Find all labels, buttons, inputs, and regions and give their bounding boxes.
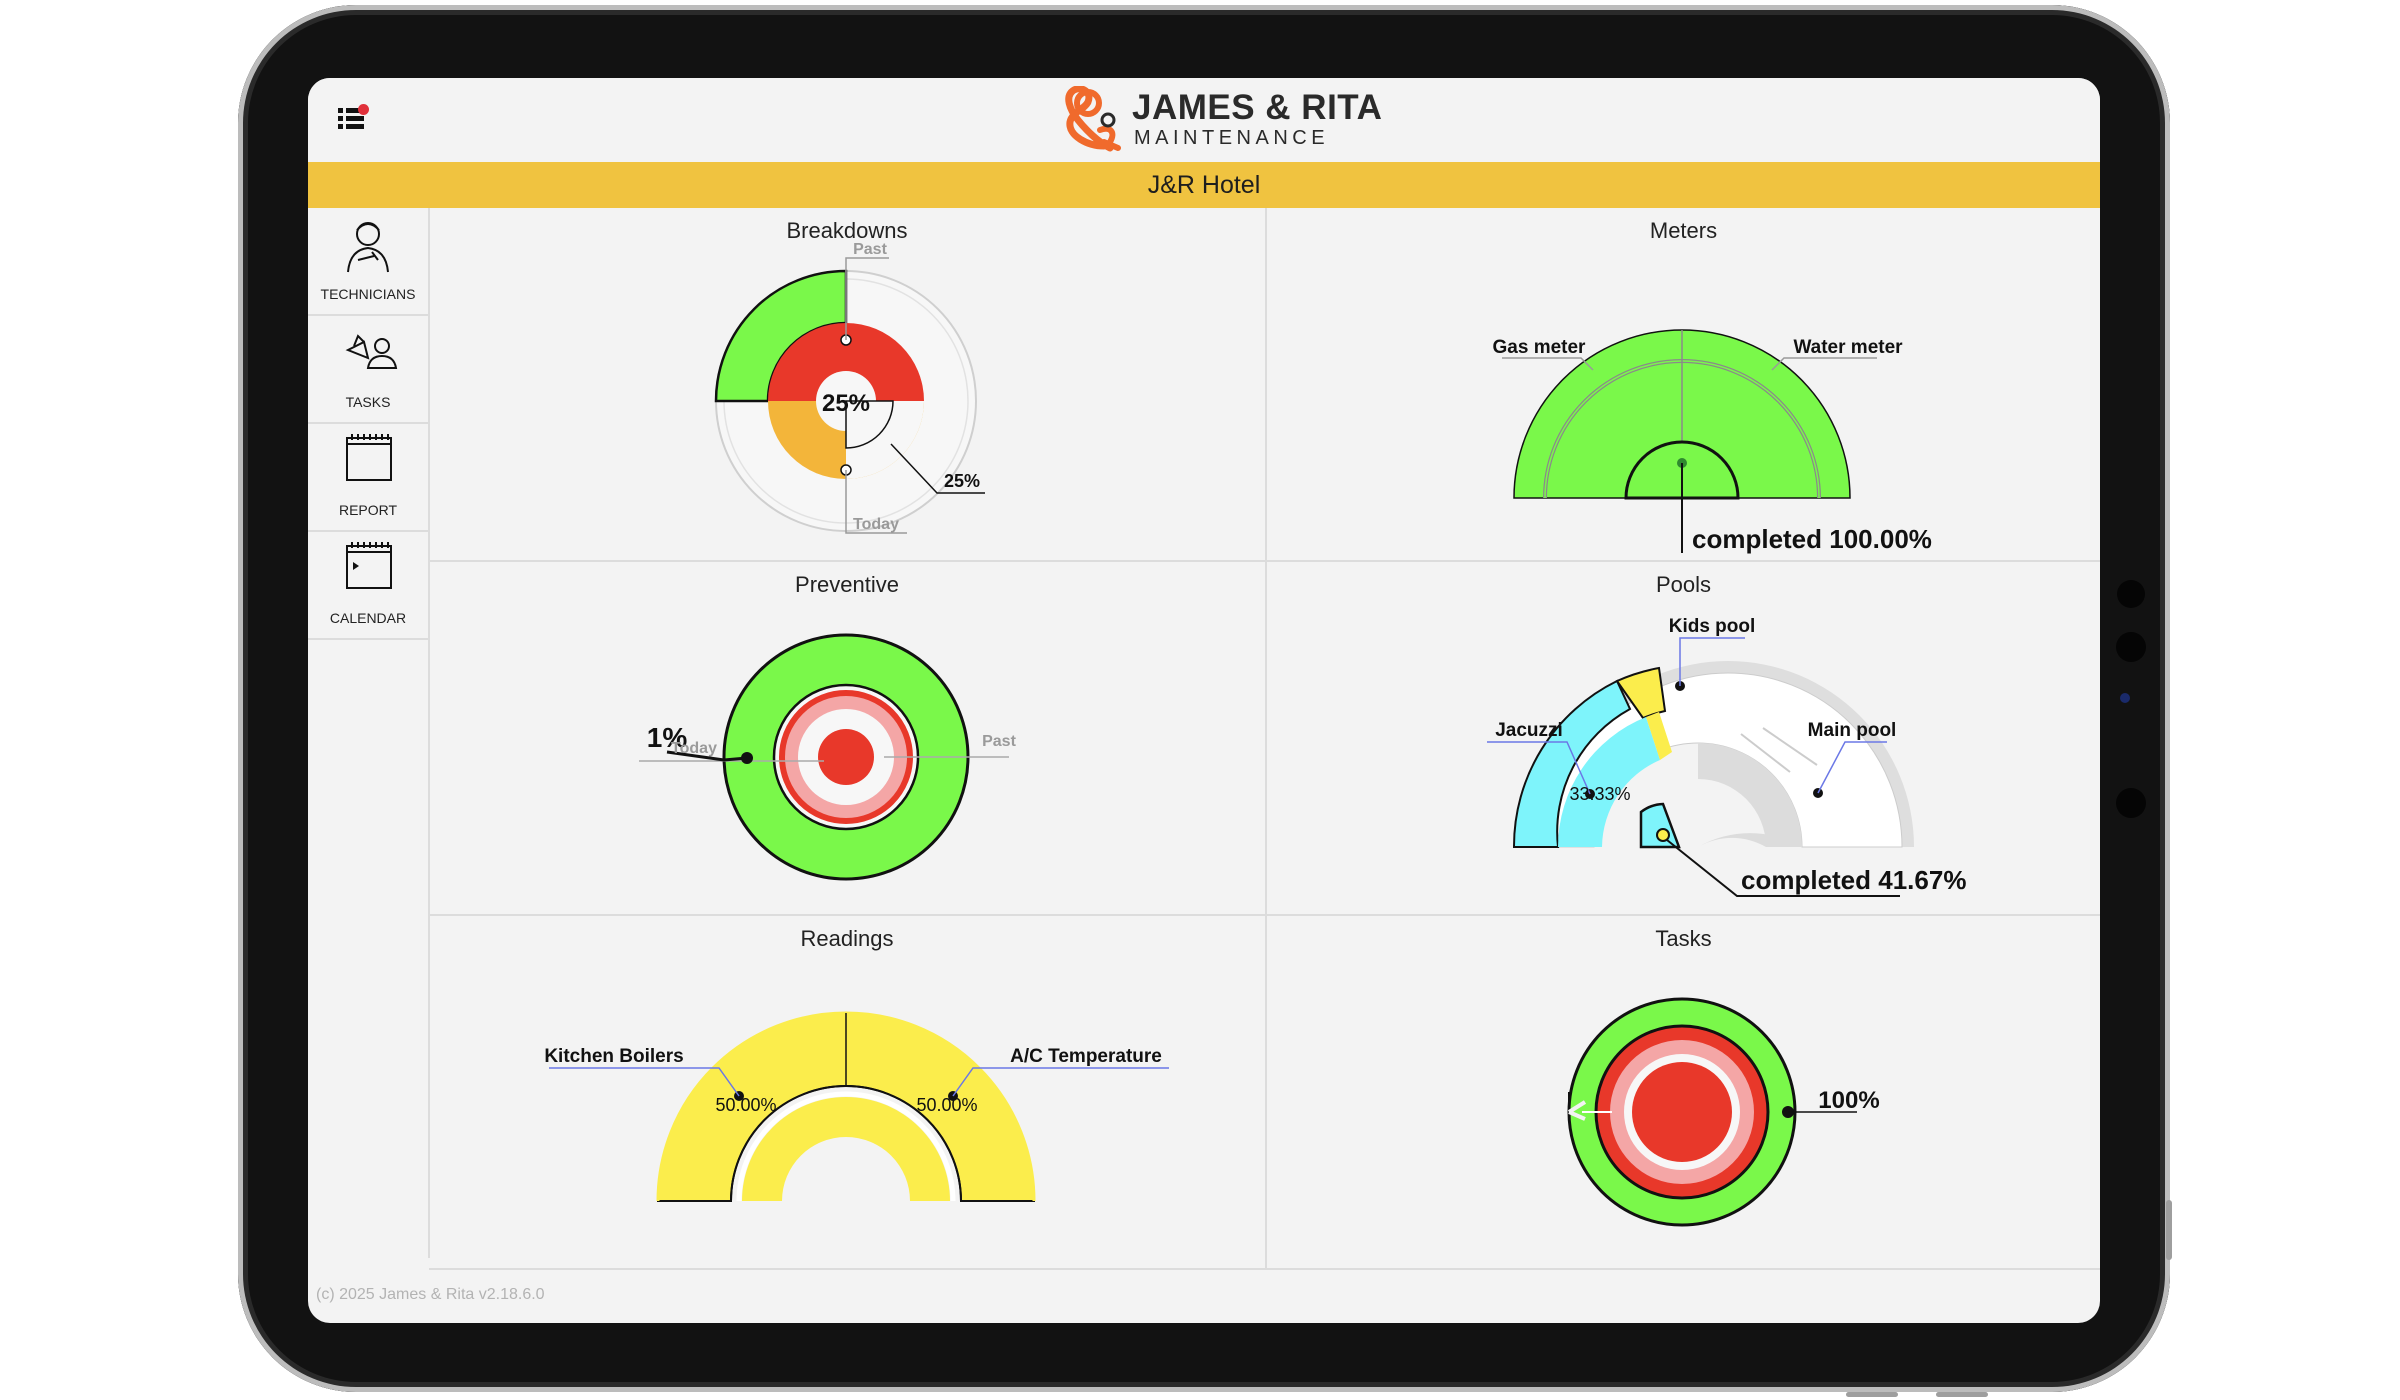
readings-boilers-label: Kitchen Boilers xyxy=(544,1046,683,1067)
sidebar-item-technicians[interactable]: TECHNICIANS xyxy=(308,208,428,316)
readings-boilers-value: 50.00% xyxy=(715,1095,776,1115)
pools-gauge: Kids pool Jacuzzi Main pool 33.33% compl… xyxy=(1487,616,1966,897)
readings-gauge: Kitchen Boilers A/C Temperature 50.00% 5… xyxy=(544,1011,1169,1202)
meters-gauge: Gas meter Water meter completed 100.00% xyxy=(1493,329,1932,554)
panel-title: Pools xyxy=(1655,572,1712,597)
top-bar: JAMES & RITA MAINTENANCE xyxy=(308,78,2100,162)
panel-breakdowns[interactable]: Breakdowns 25% 25% Past Today xyxy=(429,208,1267,562)
pools-completed-label: completed 41.67% xyxy=(1741,865,1966,895)
panel-pools[interactable]: Pools Kids pool Jacuzzi Main pool 33.3 xyxy=(1267,562,2100,916)
pools-kids-pool-arc xyxy=(1615,666,1667,720)
device-bottom-button-2 xyxy=(1936,1392,1988,1397)
pools-jacuzzi-value: 33.33% xyxy=(1569,784,1630,804)
camera-lens xyxy=(2116,632,2146,662)
notification-badge xyxy=(358,104,369,115)
pools-needle-dot xyxy=(1656,828,1670,842)
device-side-button xyxy=(2166,1200,2172,1260)
preventive-core xyxy=(818,729,874,785)
panel-title: Breakdowns xyxy=(786,218,908,243)
tasks-icon xyxy=(345,334,398,369)
footer-copyright: (c) 2025 James & Rita v2.18.6.0 xyxy=(316,1286,545,1303)
camera-flash xyxy=(2120,693,2130,703)
tasks-value-label: 100% xyxy=(1818,1087,1879,1114)
hotel-name-bar: J&R Hotel xyxy=(308,162,2100,208)
preventive-gauge: 1% Today Past xyxy=(639,633,1017,881)
menu-icon[interactable] xyxy=(338,104,372,136)
panel-meters[interactable]: Meters Gas meter Water meter completed 1… xyxy=(1267,208,2100,562)
sidebar-item-label: REPORT xyxy=(338,502,398,518)
sidebar-item-label: TECHNICIANS xyxy=(320,286,416,302)
panel-title: Meters xyxy=(1649,218,1718,243)
panel-title: Readings xyxy=(800,926,894,951)
app-screen: JAMES & RITA MAINTENANCE J&R Hotel TECHN… xyxy=(308,78,2100,1323)
preventive-today-label: Today xyxy=(671,740,717,757)
breakdowns-today-label: Today xyxy=(853,516,899,533)
readings-ac-value: 50.00% xyxy=(916,1095,977,1115)
report-icon xyxy=(346,434,392,481)
panel-title: Tasks xyxy=(1655,926,1712,951)
tasks-gauge: 100% xyxy=(1567,997,1880,1227)
panel-title: Preventive xyxy=(795,572,899,597)
brand-subtitle: MAINTENANCE xyxy=(1134,127,1330,149)
panel-preventive[interactable]: Preventive 1% Today Past xyxy=(429,562,1267,916)
breakdowns-center-label: 25% xyxy=(822,390,870,417)
sidebar-item-label: CALENDAR xyxy=(329,610,407,626)
sidebar: TECHNICIANS TASKS REPORT xyxy=(308,208,430,1258)
sidebar-item-calendar[interactable]: CALENDAR xyxy=(308,532,428,640)
tasks-core xyxy=(1632,1062,1732,1162)
calendar-icon xyxy=(346,542,392,589)
pools-main-label: Main pool xyxy=(1808,720,1897,741)
breakdowns-gauge: 25% 25% Past Today xyxy=(714,241,985,534)
breakdowns-red-half xyxy=(768,323,924,401)
pools-inner-cyan xyxy=(1558,717,1660,847)
pools-inner-yellow xyxy=(1646,712,1672,760)
panel-readings[interactable]: Readings Kitchen Boilers A/C Temperature… xyxy=(429,916,1267,1270)
pools-kids-label: Kids pool xyxy=(1669,616,1756,637)
preventive-marker xyxy=(741,752,753,764)
brand-title: JAMES & RITA xyxy=(1132,88,1383,127)
technician-icon xyxy=(347,222,389,273)
pools-jacuzzi-label: Jacuzzi xyxy=(1495,720,1563,741)
meters-gas-label: Gas meter xyxy=(1493,337,1587,358)
breakdowns-callout-label: 25% xyxy=(944,471,980,491)
preventive-past-label: Past xyxy=(982,733,1016,750)
brand-logo-icon xyxy=(1065,86,1121,152)
sidebar-item-report[interactable]: REPORT xyxy=(308,424,428,532)
preventive-value-label: 1% xyxy=(647,722,688,753)
panel-tasks[interactable]: Tasks 100% xyxy=(1267,916,2100,1270)
device-bottom-button-1 xyxy=(1846,1392,1898,1397)
camera-sensor xyxy=(2117,580,2145,608)
breakdowns-past-label: Past xyxy=(853,241,887,258)
sidebar-item-tasks[interactable]: TASKS xyxy=(308,316,428,424)
sidebar-item-label: TASKS xyxy=(345,394,391,410)
meters-completed-label: completed 100.00% xyxy=(1692,524,1932,554)
readings-inner-arc xyxy=(742,1097,950,1201)
meters-water-label: Water meter xyxy=(1793,337,1903,358)
readings-ac-label: A/C Temperature xyxy=(1010,1046,1162,1067)
camera-microphone xyxy=(2116,788,2146,818)
